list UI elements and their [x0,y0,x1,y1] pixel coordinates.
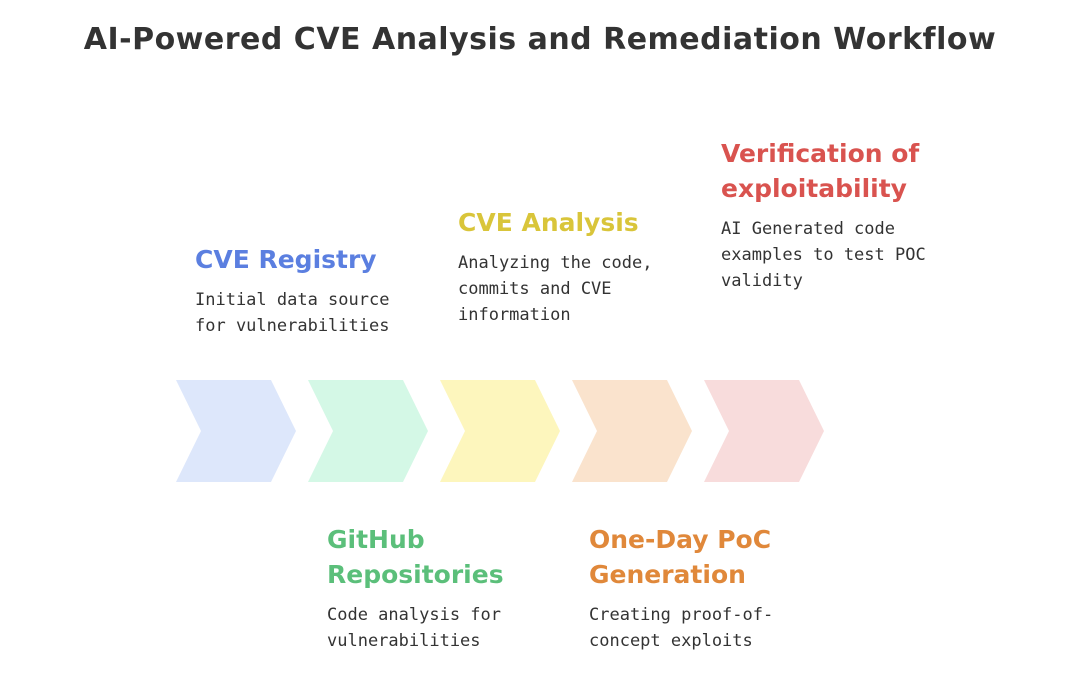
chevron-1 [176,380,296,482]
chevron-2 [308,380,428,482]
step-title: CVE Registry [195,245,377,274]
step-title: One-Day PoC Generation [589,525,772,589]
step-description: Creating proof-of-concept exploits [589,605,774,651]
diagram-title: AI-Powered CVE Analysis and Remediation … [83,22,997,57]
step-github-repositories: GitHub Repositories Code analysis for vu… [327,522,567,654]
step-description: Code analysis for vulnerabilities [327,605,501,651]
step-title: CVE Analysis [458,208,639,237]
step-description: Initial data source for vulnerabilities [195,290,390,336]
step-description: Analyzing the code, commits and CVE info… [458,253,653,325]
step-title: GitHub Repositories [327,525,504,589]
chevron-4 [572,380,692,482]
step-cve-analysis: CVE Analysis Analyzing the code, commits… [458,205,698,328]
chevron-5 [704,380,824,482]
step-title: Verification of exploitability [721,139,920,203]
step-description: AI Generated code examples to test POC v… [721,219,926,291]
step-one-day-poc-generation: One-Day PoC Generation Creating proof-of… [589,522,829,654]
step-cve-registry: CVE Registry Initial data source for vul… [195,242,435,339]
step-verification-of-exploitability: Verification of exploitability AI Genera… [721,136,961,294]
chevron-3 [440,380,560,482]
